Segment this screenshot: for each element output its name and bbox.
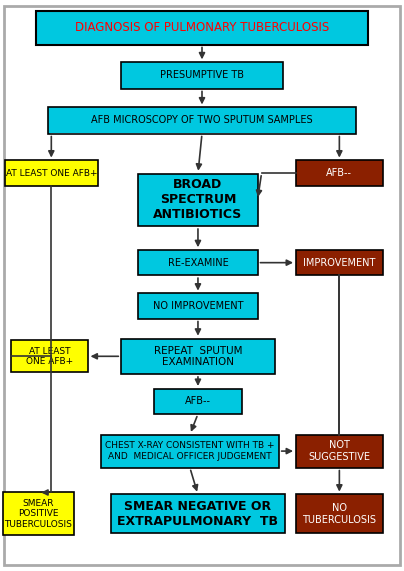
Text: NOT
SUGGESTIVE: NOT SUGGESTIVE — [308, 440, 370, 462]
FancyBboxPatch shape — [36, 11, 368, 45]
Text: NO IMPROVEMENT: NO IMPROVEMENT — [153, 301, 243, 311]
Text: DIAGNOSIS OF PULMONARY TUBERCULOSIS: DIAGNOSIS OF PULMONARY TUBERCULOSIS — [75, 22, 329, 34]
Text: REPEAT  SPUTUM
EXAMINATION: REPEAT SPUTUM EXAMINATION — [154, 345, 242, 367]
FancyBboxPatch shape — [4, 6, 400, 565]
Text: RE-EXAMINE: RE-EXAMINE — [168, 258, 228, 268]
FancyBboxPatch shape — [3, 492, 74, 536]
FancyBboxPatch shape — [138, 250, 257, 275]
FancyBboxPatch shape — [296, 250, 383, 275]
Text: CHEST X-RAY CONSISTENT WITH TB +
AND  MEDICAL OFFICER JUDGEMENT: CHEST X-RAY CONSISTENT WITH TB + AND MED… — [105, 441, 275, 461]
FancyBboxPatch shape — [5, 160, 98, 186]
Text: SMEAR
POSITIVE
TUBERCULOSIS: SMEAR POSITIVE TUBERCULOSIS — [4, 499, 72, 529]
Text: AT LEAST ONE AFB+: AT LEAST ONE AFB+ — [6, 168, 97, 178]
Text: PRESUMPTIVE TB: PRESUMPTIVE TB — [160, 70, 244, 81]
Text: AFB--: AFB-- — [185, 396, 211, 407]
FancyBboxPatch shape — [11, 340, 88, 372]
FancyBboxPatch shape — [296, 494, 383, 533]
Text: NO
TUBERCULOSIS: NO TUBERCULOSIS — [302, 503, 377, 525]
FancyBboxPatch shape — [154, 389, 242, 414]
Text: SMEAR NEGATIVE OR
EXTRAPULMONARY  TB: SMEAR NEGATIVE OR EXTRAPULMONARY TB — [118, 500, 278, 528]
Text: IMPROVEMENT: IMPROVEMENT — [303, 258, 376, 268]
FancyBboxPatch shape — [111, 494, 285, 533]
FancyBboxPatch shape — [296, 160, 383, 186]
FancyBboxPatch shape — [121, 339, 275, 374]
FancyBboxPatch shape — [296, 435, 383, 468]
Text: AFB MICROSCOPY OF TWO SPUTUM SAMPLES: AFB MICROSCOPY OF TWO SPUTUM SAMPLES — [91, 115, 313, 126]
FancyBboxPatch shape — [101, 435, 279, 468]
FancyBboxPatch shape — [138, 174, 257, 226]
FancyBboxPatch shape — [48, 107, 356, 134]
FancyBboxPatch shape — [138, 293, 257, 319]
Text: BROAD
SPECTRUM
ANTIBIOTICS: BROAD SPECTRUM ANTIBIOTICS — [154, 178, 242, 222]
Text: AT LEAST
ONE AFB+: AT LEAST ONE AFB+ — [26, 347, 73, 366]
FancyBboxPatch shape — [121, 62, 283, 89]
Text: AFB--: AFB-- — [326, 168, 352, 178]
